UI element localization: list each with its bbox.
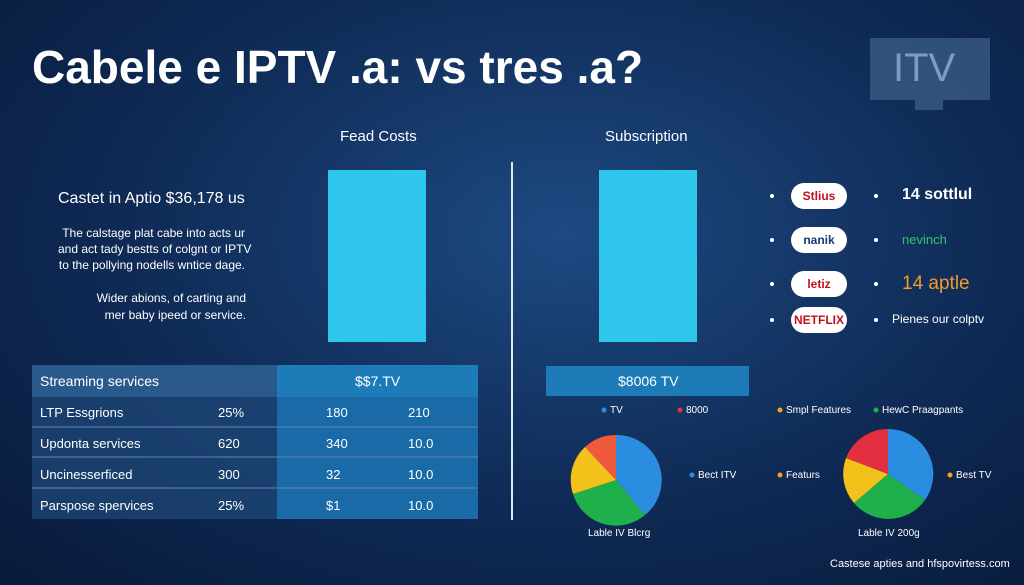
- table-header: Streaming services: [40, 373, 160, 389]
- line: Wider abions, of carting and: [96, 291, 246, 305]
- table-cell: Uncinesserficed: [40, 467, 133, 482]
- intro2: Wider abions, of carting and mer baby ip…: [58, 290, 246, 324]
- line: The calstage plat cabe into acts ur: [62, 226, 245, 240]
- logo-text: ITV: [893, 46, 956, 90]
- legend-item: Smpl Features: [786, 405, 852, 416]
- bullet: [770, 238, 774, 242]
- bullet: [770, 194, 774, 198]
- intro: The calstage plat cabe into acts ur and …: [58, 225, 252, 273]
- bullet: [874, 318, 878, 322]
- table-cell: 10.0: [408, 498, 434, 513]
- table-cell: 620: [218, 436, 240, 451]
- legend-item: 8000: [686, 405, 709, 416]
- column-title: Fead Costs: [340, 128, 417, 145]
- bullet: [770, 318, 774, 322]
- bullet: [770, 282, 774, 286]
- brand-logo: letiz: [791, 271, 847, 297]
- box-bg: [546, 366, 749, 396]
- legend-item: TV: [610, 405, 623, 416]
- brand-logo: Stlius: [791, 183, 847, 209]
- brand-logo: NETFLIX: [791, 307, 847, 333]
- table-cell: 10.0: [408, 467, 434, 482]
- logo-box: [870, 38, 990, 100]
- table-cell: Parspose spervices: [40, 498, 154, 513]
- table-cell: Updonta services: [40, 436, 141, 451]
- pie: [570, 434, 662, 526]
- pie-label: Featurs: [786, 470, 820, 481]
- bullet: [874, 194, 878, 198]
- table-cell: 300: [218, 467, 240, 482]
- bullet: [874, 282, 878, 286]
- bar: [599, 170, 697, 342]
- brand-text: Pienes our colptv: [892, 312, 985, 326]
- table-cell: $1: [326, 498, 341, 513]
- line: and act tady bestts of colgnt or IPTV: [58, 242, 252, 256]
- table-cell: 210: [408, 405, 430, 420]
- legend-dots: [601, 407, 953, 478]
- table-header-bg: [277, 365, 478, 397]
- brand-text: 14 aptle: [902, 272, 970, 294]
- table-cell: 10.0: [408, 436, 434, 451]
- brand-text: 14 sottlul: [902, 186, 973, 203]
- brand-logo: nanik: [791, 227, 847, 253]
- logo-stand: [915, 100, 943, 110]
- table-cell: 340: [326, 436, 348, 451]
- table-bg: [32, 397, 277, 519]
- line: mer baby ipeed or service.: [104, 308, 246, 322]
- bullet: [874, 238, 878, 242]
- brand-text: nevinch: [902, 231, 947, 247]
- column-title: Subscription: [605, 128, 688, 145]
- title: Cabele e IPTV .a: vs tres .a?: [32, 41, 644, 93]
- pie-label: Bect ITV: [698, 470, 737, 481]
- table-cell: LTP Essgrions: [40, 405, 124, 420]
- table-cell: 32: [326, 467, 341, 482]
- table-cell: 25%: [218, 405, 245, 420]
- bar: [328, 170, 426, 342]
- intro-heading: Castet in Aptio $36,178 us: [58, 190, 245, 207]
- pie-caption: Lable IV 200g: [858, 528, 920, 539]
- table-cell: 180: [326, 405, 348, 420]
- footer: Castese apties and hfspovirtess.com: [830, 558, 1010, 570]
- table-header-bg: [32, 365, 277, 397]
- pie: [843, 428, 934, 519]
- pie-label: Best TV: [956, 470, 992, 481]
- table-header: $$7.TV: [355, 373, 401, 389]
- legend-item: HewC Praagpants: [882, 405, 964, 416]
- line: to the pollying nodells wntice dage.: [58, 258, 245, 272]
- pie-caption: Lable IV Blcrg: [588, 528, 651, 539]
- table-bg: [277, 397, 478, 519]
- table-cell: 25%: [218, 498, 245, 513]
- box-label: $8006 TV: [618, 373, 679, 389]
